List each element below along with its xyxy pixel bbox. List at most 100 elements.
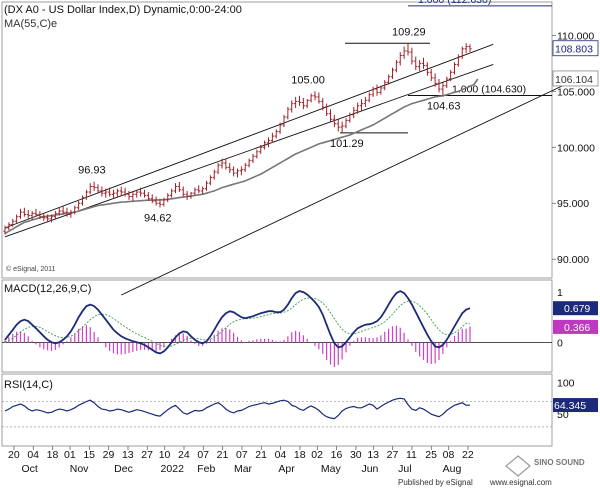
price-tick-label: 105.000 xyxy=(557,86,595,98)
ohlc-bar xyxy=(313,91,317,101)
ohlc-bar xyxy=(96,184,100,194)
ohlc-bar xyxy=(410,47,414,65)
ohlc-bar xyxy=(356,102,360,114)
ohlc-bar xyxy=(212,169,216,180)
ohlc-bar xyxy=(3,225,7,235)
rsi-value-tag xyxy=(553,398,598,413)
ohlc-bar xyxy=(53,211,57,219)
ohlc-bar xyxy=(65,207,69,217)
x-tick-label: 08 xyxy=(443,449,455,461)
ohlc-bar xyxy=(80,195,85,206)
ohlc-bar xyxy=(131,192,135,202)
ohlc-bar xyxy=(441,82,445,96)
price-annotation: 101.29 xyxy=(330,138,364,150)
ohlc-bar xyxy=(398,52,402,66)
x-tick-label: 20 xyxy=(8,449,20,461)
ohlc-bar xyxy=(266,137,271,148)
ohlc-bar xyxy=(92,181,96,191)
ohlc-bar xyxy=(108,187,112,197)
ohlc-bar xyxy=(61,205,65,215)
x-tick-label: 29 xyxy=(103,449,115,461)
x-tick-label: 01 xyxy=(64,449,76,461)
ohlc-bar xyxy=(379,85,383,95)
ohlc-bar xyxy=(328,109,333,123)
ohlc-bar xyxy=(193,187,197,196)
x-tick-label: 04 xyxy=(275,449,287,461)
macd-signal-line xyxy=(4,297,471,348)
ohlc-bar xyxy=(77,201,81,210)
x-month-label: Nov xyxy=(70,463,89,475)
ohlc-bar xyxy=(402,46,406,59)
ma-value-label: 106.104 xyxy=(555,74,593,86)
x-tick-label: 04 xyxy=(27,449,39,461)
macd-tick-label: 1 xyxy=(557,287,563,299)
ohlc-bar xyxy=(464,43,468,54)
ohlc-bar xyxy=(297,95,302,106)
ohlc-bar xyxy=(158,198,162,208)
ohlc-bar xyxy=(383,80,387,91)
ohlc-bar xyxy=(111,189,116,199)
channel-line xyxy=(121,74,587,296)
macd-title: MACD(12,26,9,C) xyxy=(4,283,91,295)
x-tick-label: 07 xyxy=(236,449,248,461)
ohlc-bar xyxy=(301,98,305,110)
ohlc-bar xyxy=(375,84,379,96)
price-tick-label: 90.000 xyxy=(557,254,589,266)
ohlc-bar xyxy=(294,96,298,109)
ohlc-bar xyxy=(22,207,26,217)
ohlc-bar xyxy=(185,190,189,200)
ohlc-bar xyxy=(73,205,77,215)
signal-value-tag xyxy=(553,319,598,334)
watermark: © eSignal, 2011 xyxy=(6,265,56,273)
ohlc-bar xyxy=(142,189,147,198)
rsi-line xyxy=(4,397,471,420)
ohlc-bar xyxy=(468,44,472,53)
ohlc-bar xyxy=(251,153,255,163)
ohlc-bar xyxy=(290,100,294,113)
ohlc-bar xyxy=(189,192,193,199)
ma-label: MA(55,C)e xyxy=(4,18,57,30)
x-tick-label: 07 xyxy=(197,449,209,461)
ohlc-bar xyxy=(348,112,352,123)
ohlc-bar xyxy=(286,106,290,120)
ohlc-bar xyxy=(216,162,220,175)
chart-title: (DX A0 - US Dollar Index,D) Dynamic,0:00… xyxy=(4,4,242,16)
ohlc-bar xyxy=(367,92,371,103)
ohlc-bar xyxy=(344,118,348,129)
x-month-label: Jun xyxy=(361,463,378,475)
ohlc-bar xyxy=(247,158,251,168)
ohlc-bar xyxy=(18,208,23,219)
ohlc-bar xyxy=(309,93,313,103)
ohlc-bar xyxy=(259,145,263,154)
ohlc-bar xyxy=(26,209,30,219)
ohlc-bar xyxy=(197,185,201,194)
ohlc-bar xyxy=(69,209,73,218)
ohlc-bar xyxy=(127,190,131,200)
x-tick-label: 10 xyxy=(159,449,171,461)
ohlc-bar xyxy=(449,70,453,82)
ohlc-bar xyxy=(421,57,426,69)
x-month-label: Oct xyxy=(21,463,37,475)
ohlc-bar xyxy=(274,129,278,139)
last-price-label: 108.803 xyxy=(555,44,593,56)
ohlc-bar xyxy=(220,158,224,169)
x-tick-label: 25 xyxy=(425,449,437,461)
ohlc-bar xyxy=(460,46,464,59)
x-tick-label: 11 xyxy=(406,449,417,461)
ohlc-bar xyxy=(445,76,449,88)
ma-line xyxy=(4,78,479,235)
ohlc-bar xyxy=(425,62,429,76)
signal-value-label: 0.366 xyxy=(564,322,590,334)
ohlc-bar xyxy=(104,188,108,198)
x-month-label: Dec xyxy=(114,463,133,475)
x-axis-layer: 20 04 18 01 15 29 13 27 10 24 07 21 07 21 04 18 02 16 30 13… xyxy=(8,446,474,475)
ohlc-bar xyxy=(208,175,212,186)
price-tick-label: 95.000 xyxy=(557,198,589,210)
rsi-tick-label: 100 xyxy=(557,377,575,389)
ohlc-bar xyxy=(119,186,123,196)
ohlc-bar xyxy=(278,122,282,134)
x-tick-label: 16 xyxy=(331,449,343,461)
ohlc-bar xyxy=(418,59,422,72)
